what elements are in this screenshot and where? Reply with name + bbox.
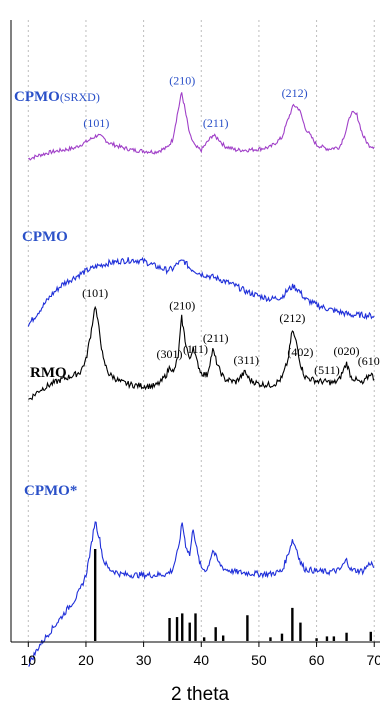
x-axis-ticks: 10 20 30 40 50 60 70 (21, 642, 380, 668)
x-tick-label: 30 (136, 652, 152, 668)
x-tick-label: 40 (193, 652, 209, 668)
peak-label: (402) (287, 345, 313, 359)
peak-label: (311) (233, 353, 259, 367)
plot-area (27, 92, 375, 667)
x-tick-label: 60 (309, 652, 325, 668)
x-tick-label: 50 (251, 652, 267, 668)
peak-label: (101) (83, 116, 109, 130)
grid-lines (27, 20, 375, 642)
peak-label: (210) (169, 74, 195, 88)
peak-label: (020) (334, 344, 360, 358)
x-tick-label: 70 (366, 652, 380, 668)
series-line (28, 305, 375, 401)
peak-label: (610) (358, 354, 380, 368)
series-line (28, 92, 375, 161)
x-tick-label: 10 (21, 652, 37, 668)
peak-label: (211) (203, 116, 229, 130)
series-line (28, 521, 375, 667)
series-label: CPMO(SRXD) (14, 89, 100, 105)
peak-label: (212) (279, 311, 305, 325)
peak-label: (511) (314, 363, 340, 377)
peak-label: (301) (157, 347, 183, 361)
peak-label: (212) (282, 86, 308, 100)
chart-labels: CPMO(SRXD) (101) (210) (211) (212) CPMO RMO (10… (14, 74, 380, 500)
peak-label: (211) (203, 331, 229, 345)
peak-label: (101) (82, 286, 108, 300)
series-label: CPMO (22, 229, 68, 245)
series-label: RMO (30, 365, 67, 381)
peak-label: (111) (183, 342, 208, 356)
x-tick-label: 20 (78, 652, 94, 668)
series-line (27, 256, 375, 327)
series-label: CPMO* (24, 483, 77, 499)
peak-label: (210) (169, 299, 195, 313)
x-axis-title: 2 theta (171, 684, 230, 705)
